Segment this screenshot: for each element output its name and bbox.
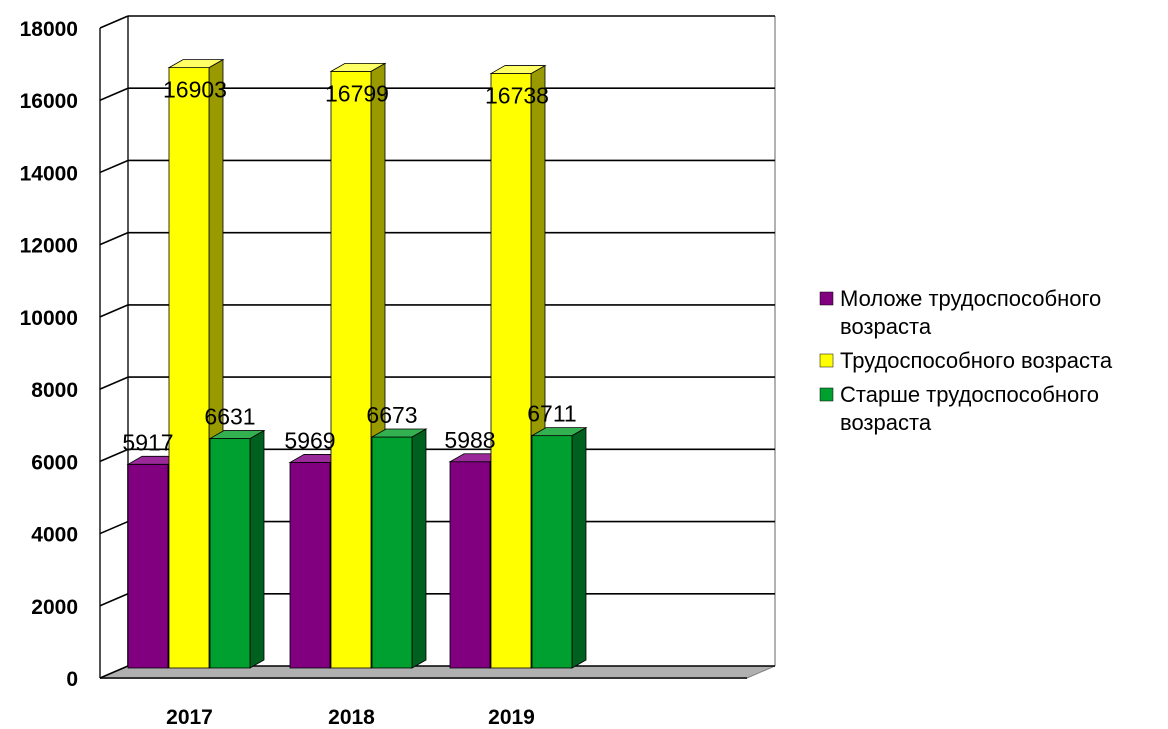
bar-side [571,426,587,669]
chart-walls [99,16,776,679]
y-tick-label: 8000 [31,379,78,402]
x-tick-label: 2017 [166,706,213,729]
bar [531,435,573,669]
bar [490,73,532,669]
data-labels: 5917 16903 6631 5969 16799 6673 5988 16738 6711 [122,77,576,456]
data-label: 5988 [444,427,495,453]
data-label: 5917 [122,429,173,455]
y-tick-label: 10000 [20,307,78,330]
gridline-side [99,593,129,607]
y-tick-label: 2000 [31,596,78,619]
bar-top [208,430,266,439]
bar-top [530,427,588,437]
gridline-side [99,87,129,101]
bar-top [329,62,387,72]
bar-side [249,429,265,669]
legend-label: возраста [840,314,932,339]
legend-swatch [819,387,834,402]
y-tick-label: 12000 [20,235,78,258]
y-tick-label: 18000 [20,18,78,41]
x-tick-label: 2018 [328,706,375,729]
data-label: 16903 [163,77,227,103]
bar-side [411,428,427,669]
legend-label: Трудоспособного возраста [840,348,1113,373]
data-label: 6711 [527,401,576,427]
bar [330,70,372,669]
y-tick-label: 6000 [31,451,78,474]
gridline-side [99,15,129,29]
bar-top [167,59,225,69]
y-axis-tick-labels: 0 2000 4000 6000 8000 10000 12000 14000 16000 180… [20,18,78,691]
gridline-side [99,448,129,463]
gridline-side [99,520,129,535]
legend-label: Моложе трудоспособного [840,286,1101,311]
bar [168,67,210,669]
x-axis-category-labels: 2017 2018 2019 [166,706,535,729]
y-tick-label: 16000 [20,90,78,113]
data-label: 16738 [485,83,549,109]
data-label: 5969 [284,427,335,453]
data-label: 6673 [366,402,417,428]
legend-swatch [819,353,834,368]
legend: Моложе трудоспособного возраста Трудоспосо… [819,286,1113,435]
bar [371,436,413,669]
bar [127,463,169,669]
legend-swatch [819,291,834,306]
gridline-side [99,304,129,318]
gridline-side [99,376,129,390]
gridline-side [99,159,129,174]
legend-label: возраста [840,410,932,435]
y-tick-label: 14000 [20,162,78,185]
legend-label: Старше трудоспособного [840,382,1099,407]
gridline-side [99,665,129,679]
y-tick-label: 4000 [31,524,78,547]
bar [289,462,331,669]
data-label: 16799 [325,80,389,106]
bar [449,461,491,669]
bar [209,438,251,669]
bar-top [489,65,547,74]
data-label: 6631 [204,404,255,430]
gridline-side [99,231,129,246]
bars [126,58,588,669]
y-tick-label: 0 [66,668,78,691]
bar-top [370,428,428,438]
x-tick-label: 2019 [488,706,535,729]
